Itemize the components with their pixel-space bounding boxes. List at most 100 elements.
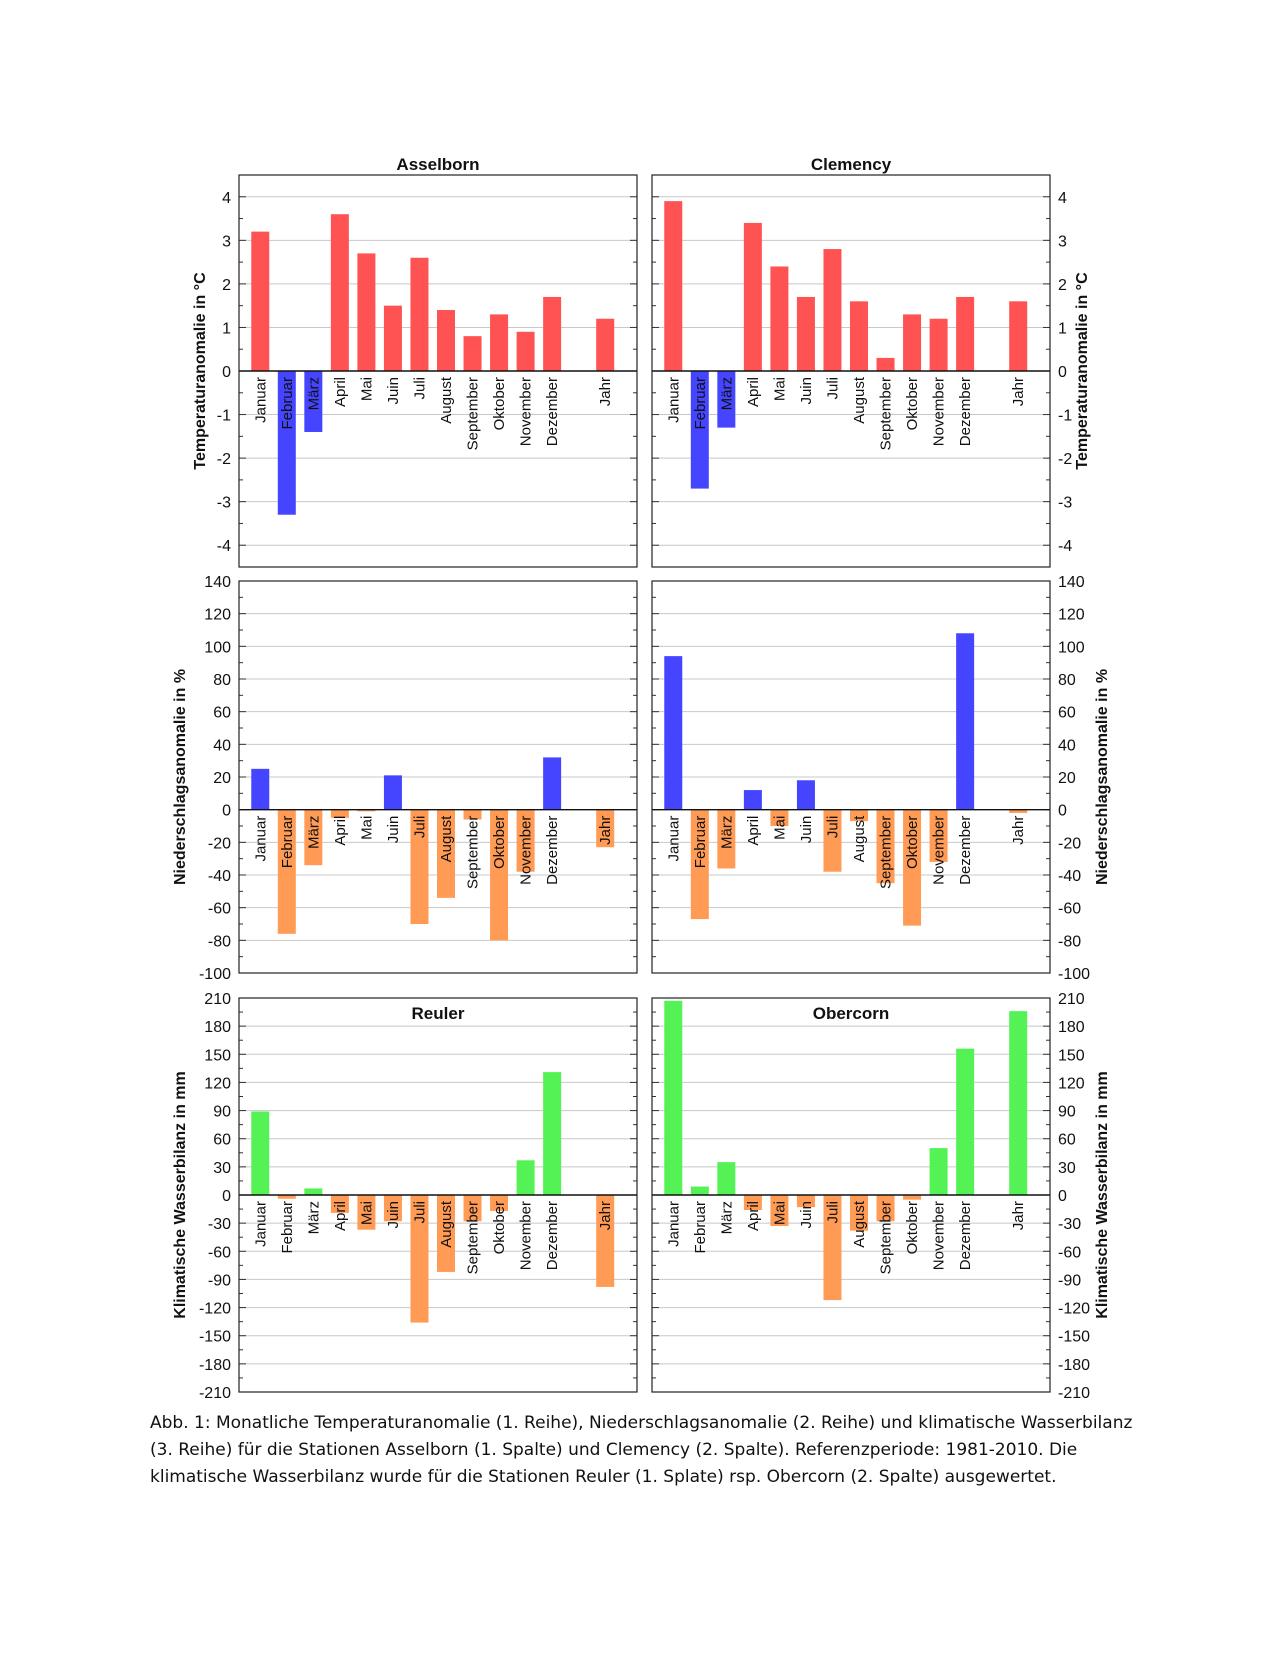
chart-figure: Januar Februar März April Mai Juin Juli August S… [172, 155, 1111, 1400]
y-tick-label: -30 [1058, 1216, 1081, 1233]
bar-Juli [823, 809, 842, 872]
category-label: September [878, 816, 895, 889]
bar-März [304, 371, 323, 432]
bar-Jahr [596, 318, 615, 371]
category-label: November [931, 816, 948, 885]
category-label: September [465, 1201, 482, 1274]
y-axis-label: Temperaturanomalie in °C [1074, 272, 1091, 470]
bar-Juin [796, 1195, 815, 1208]
category-label: August [438, 1200, 455, 1248]
y-tick-label: -4 [217, 538, 231, 555]
category-label: Februar [692, 1201, 709, 1254]
y-tick-label: -150 [1058, 1329, 1090, 1346]
category-label: September [878, 377, 895, 450]
y-tick-label: 180 [1058, 1019, 1085, 1036]
y-tick-label: -180 [199, 1357, 231, 1374]
category-label: März [718, 816, 735, 849]
bar-Jahr [1009, 301, 1028, 371]
y-tick-label: -210 [199, 1385, 231, 1400]
y-axis-label: Klimatische Wasserbilanz in mm [172, 1071, 189, 1318]
category-label: August [851, 815, 868, 863]
y-tick-label: 180 [204, 1019, 231, 1036]
category-label: April [332, 1201, 349, 1231]
bar-August [850, 809, 868, 822]
bar-Oktober [903, 809, 922, 926]
bar-September [463, 1195, 482, 1222]
y-tick-label: 30 [1058, 1160, 1076, 1177]
bar-Jahr [596, 809, 615, 848]
category-label: Mai [771, 816, 788, 840]
bar-Januar [251, 231, 270, 371]
y-tick-label: 0 [1058, 364, 1067, 381]
y-tick-label: -40 [208, 868, 231, 885]
bar-Juli [410, 257, 429, 371]
y-tick-label: -60 [1058, 901, 1081, 918]
figure-caption: Abb. 1: Monatliche Temperaturanomalie (1… [150, 1410, 1150, 1491]
bar-Dezember [956, 1048, 975, 1195]
bar-August [437, 310, 455, 371]
y-tick-label: 120 [1058, 607, 1085, 624]
y-tick-label: 40 [1058, 737, 1076, 754]
bar-August [850, 301, 868, 371]
chart-title: Obercorn [813, 1004, 890, 1023]
bar-November [929, 318, 948, 371]
bar-Juin [796, 780, 815, 810]
y-tick-label: 2 [222, 277, 231, 294]
y-tick-label: 60 [1058, 705, 1076, 722]
y-tick-label: 140 [204, 574, 231, 591]
category-label: Jahr [1010, 377, 1027, 406]
y-tick-label: -20 [1058, 835, 1081, 852]
bar-Juli [823, 1195, 842, 1301]
bar-Dezember [956, 296, 975, 371]
bar-Mai [357, 1195, 376, 1230]
category-label: Oktober [904, 816, 921, 869]
plot-frame [238, 997, 638, 1393]
category-label: Februar [692, 377, 709, 430]
bar-Januar [251, 768, 270, 810]
y-tick-label: -120 [199, 1301, 231, 1318]
plot-frame [238, 580, 638, 974]
bar-Februar [277, 809, 296, 934]
y-tick-label: -3 [1058, 495, 1072, 512]
category-label: Mai [771, 377, 788, 401]
y-tick-label: 140 [1058, 574, 1085, 591]
plot-frame [651, 580, 1051, 974]
y-axis-label: Klimatische Wasserbilanz in mm [1094, 1071, 1111, 1318]
y-tick-label: -90 [1058, 1272, 1081, 1289]
category-label: Juin [385, 1201, 402, 1229]
bar-April [330, 809, 349, 818]
bar-Dezember [956, 633, 975, 810]
y-tick-label: 20 [1058, 770, 1076, 787]
y-tick-label: 120 [204, 607, 231, 624]
category-label: März [718, 377, 735, 410]
caption-line-1: Abb. 1: Monatliche Temperaturanomalie (1… [150, 1413, 1133, 1433]
bar-Februar [690, 809, 709, 920]
bar-Januar [251, 1111, 270, 1195]
y-tick-label: 210 [204, 991, 231, 1008]
category-label: Jahr [1010, 1201, 1027, 1230]
category-label: April [745, 1201, 762, 1231]
y-tick-label: 0 [222, 364, 231, 381]
category-label: Juin [798, 377, 815, 405]
category-label: Juin [385, 377, 402, 405]
chart-title: Clemency [811, 155, 892, 174]
y-tick-label: 2 [1058, 277, 1067, 294]
bar-Juin [383, 305, 402, 371]
category-label: Juin [385, 816, 402, 844]
bar-Oktober [490, 314, 509, 371]
category-label: August [438, 815, 455, 863]
category-label: Juli [824, 377, 841, 400]
y-tick-label: 1 [1058, 320, 1067, 337]
bar-April [743, 790, 762, 810]
y-axis-label: Niederschlagsanomalie in % [172, 669, 189, 885]
plot-frame [651, 997, 1051, 1393]
bar-März [717, 1162, 736, 1195]
category-label: März [305, 377, 322, 410]
y-tick-label: 4 [222, 190, 231, 207]
category-label: August [438, 376, 455, 424]
category-label: September [465, 816, 482, 889]
category-label: Januar [252, 816, 269, 862]
y-tick-label: -120 [1058, 1301, 1090, 1318]
y-tick-label: -20 [208, 835, 231, 852]
category-label: Oktober [491, 1201, 508, 1254]
